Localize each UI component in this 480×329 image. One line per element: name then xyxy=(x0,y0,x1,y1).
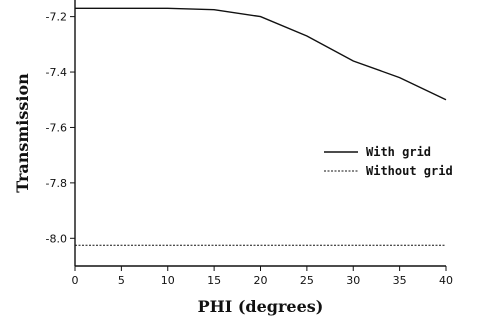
y-tick-label: -8.0 xyxy=(46,232,67,245)
x-tick-label: 20 xyxy=(254,274,268,287)
y-tick-label: -7.2 xyxy=(46,11,67,24)
x-tick-label: 0 xyxy=(72,274,79,287)
chart-legend: With grid Without grid xyxy=(324,145,453,178)
x-tick-label: 5 xyxy=(118,274,125,287)
legend-label-1: With grid xyxy=(366,145,431,159)
chart-axes xyxy=(74,0,446,267)
y-tick-label: -7.8 xyxy=(46,177,67,190)
legend-label-2: Without grid xyxy=(366,164,453,178)
x-tick-label: 40 xyxy=(439,274,453,287)
x-tick-label: 35 xyxy=(393,274,407,287)
series-line-1 xyxy=(75,7,447,101)
x-tick-label: 10 xyxy=(161,274,175,287)
y-axis-label: Transmission xyxy=(13,73,32,193)
x-tick-label: 15 xyxy=(207,274,221,287)
chart-series xyxy=(75,7,447,246)
chart-ticks: 0 5 10 15 20 25 30 35 40 -7.2 -7.4 -7.6 -7.8 -8.0 xyxy=(46,11,453,287)
y-tick-label: -7.6 xyxy=(46,121,67,134)
x-tick-label: 25 xyxy=(300,274,314,287)
x-tick-label: 30 xyxy=(346,274,360,287)
y-tick-label: -7.4 xyxy=(46,66,67,79)
x-axis-label: PHI (degrees) xyxy=(198,297,324,316)
